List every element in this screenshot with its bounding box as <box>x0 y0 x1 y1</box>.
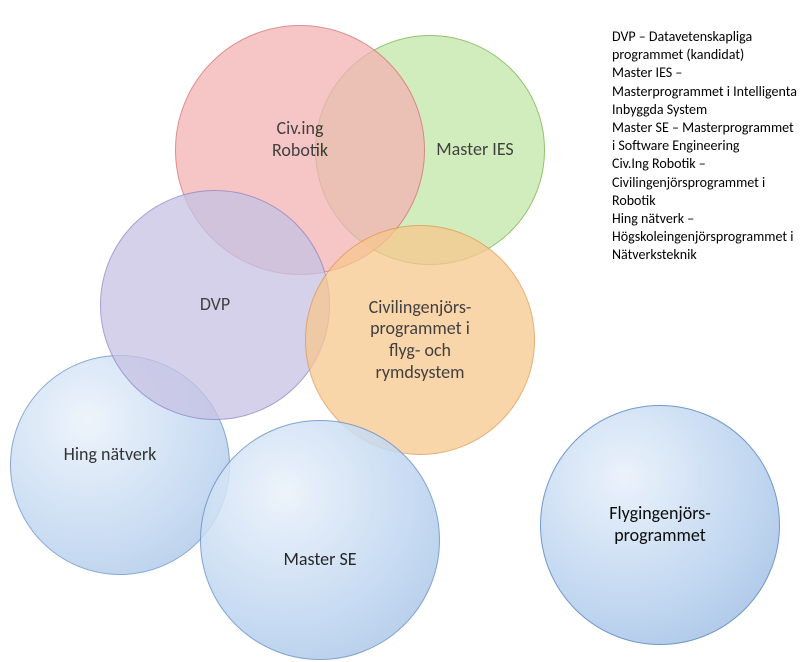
circle-master-se: Master SE <box>200 420 440 660</box>
circle-civ-flyg-rymd: Civilingenjörs- programmet i flyg- och r… <box>305 225 535 455</box>
legend-line-3: Civ.Ing Robotik – Civilingenjörsprogramm… <box>612 155 797 210</box>
legend-line-2: Master SE – Masterprogrammet i Software … <box>612 119 797 155</box>
legend-line-0: DVP – Datavetenskapliga programmet (kand… <box>612 28 797 64</box>
legend: DVP – Datavetenskapliga programmet (kand… <box>612 28 797 264</box>
circle-label-civing-robotik: Civ.ing Robotik <box>262 108 338 171</box>
circle-label-master-se: Master SE <box>273 539 366 581</box>
circle-label-hing-natverk: Hing nätverk <box>54 434 167 476</box>
legend-line-1: Master IES – Masterprogrammet i Intellig… <box>612 64 797 119</box>
circle-label-flygingenjor: Flygingenjörs- programmet <box>599 493 720 556</box>
circle-label-dvp: DVP <box>190 284 240 326</box>
circle-label-civ-flyg-rymd: Civilingenjörs- programmet i flyg- och r… <box>359 287 482 393</box>
circle-label-master-ies: Master IES <box>426 129 523 171</box>
legend-line-4: Hing nätverk – Högskoleingenjörsprogramm… <box>612 210 797 265</box>
circle-dvp: DVP <box>100 190 330 420</box>
circle-flygingenjor: Flygingenjörs- programmet <box>540 405 780 645</box>
